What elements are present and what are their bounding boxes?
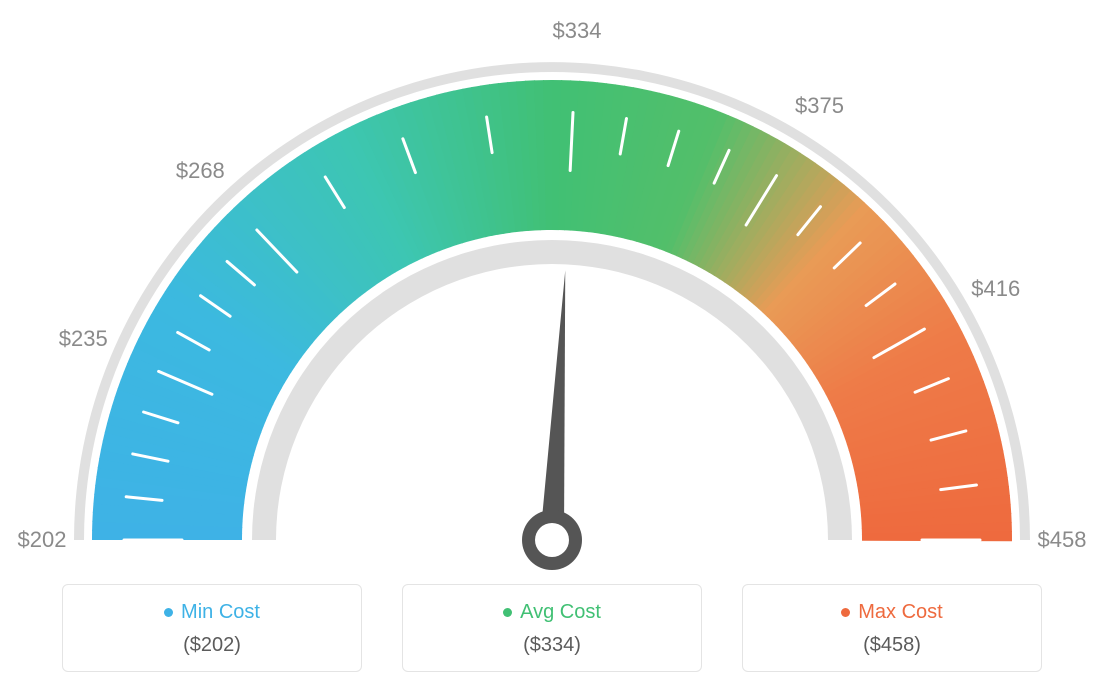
cost-gauge: $202 $235 $268 $334 $375 $416 $458 xyxy=(0,0,1104,570)
gauge-tick-label: $268 xyxy=(176,158,225,184)
legend-card-min: Min Cost ($202) xyxy=(62,584,362,672)
gauge-svg xyxy=(0,0,1104,570)
legend-card-avg: Avg Cost ($334) xyxy=(402,584,702,672)
gauge-tick-label: $202 xyxy=(18,527,67,553)
legend-dot-max xyxy=(841,608,850,617)
legend-value-max: ($458) xyxy=(743,634,1041,657)
gauge-tick-label: $458 xyxy=(1038,527,1087,553)
legend-label-avg: Avg Cost xyxy=(520,601,601,624)
legend-row: Min Cost ($202) Avg Cost ($334) Max Cost… xyxy=(0,584,1104,672)
gauge-tick-label: $235 xyxy=(59,326,108,352)
legend-label-max: Max Cost xyxy=(858,601,942,624)
legend-dot-min xyxy=(164,608,173,617)
gauge-tick-label: $416 xyxy=(971,276,1020,302)
legend-label-min: Min Cost xyxy=(181,601,260,624)
legend-dot-avg xyxy=(503,608,512,617)
legend-value-min: ($202) xyxy=(63,634,361,657)
legend-title-min: Min Cost xyxy=(164,601,260,624)
legend-title-avg: Avg Cost xyxy=(503,601,601,624)
legend-value-avg: ($334) xyxy=(403,634,701,657)
gauge-tick-label: $334 xyxy=(553,18,602,44)
legend-title-max: Max Cost xyxy=(841,601,942,624)
gauge-tick-label: $375 xyxy=(795,93,844,119)
legend-card-max: Max Cost ($458) xyxy=(742,584,1042,672)
